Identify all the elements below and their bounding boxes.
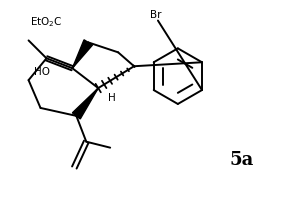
Text: H: H	[108, 93, 116, 103]
Polygon shape	[72, 88, 98, 119]
Text: EtO$_2$C: EtO$_2$C	[30, 16, 62, 30]
Text: Br: Br	[150, 10, 162, 20]
Text: 5a: 5a	[229, 150, 254, 168]
Polygon shape	[72, 40, 93, 68]
Text: HO: HO	[35, 67, 50, 77]
